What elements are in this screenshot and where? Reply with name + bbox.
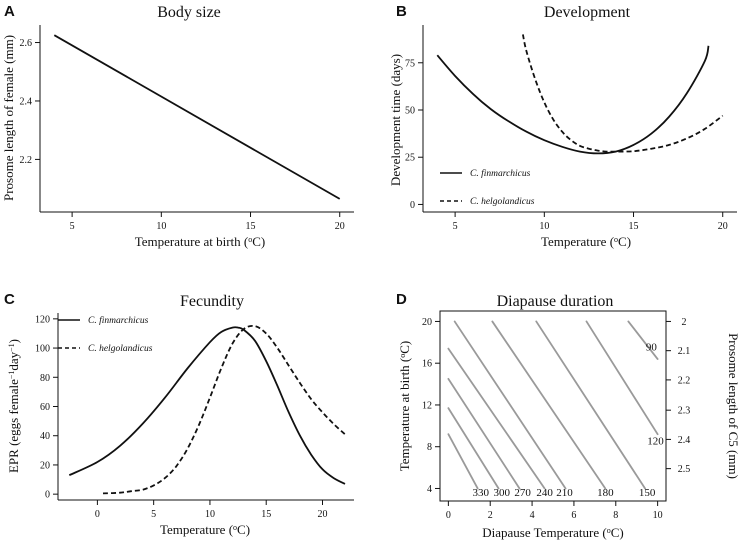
panel-letter-d: D — [396, 291, 407, 308]
panel-b-x-tick-label-0: 5 — [453, 221, 458, 232]
contour-label-240: 240 — [536, 487, 553, 499]
legend-b-helgolandicus: C. helgolandicus — [470, 197, 535, 207]
contour-line-180 — [491, 320, 607, 490]
panel-b-title: Development — [544, 4, 631, 21]
panel-b-x-tick-label-1: 10 — [539, 221, 549, 232]
panel-letter-b: B — [396, 3, 407, 20]
panel-a-series-prosome-length — [53, 34, 341, 200]
panel-b-xlabel: Temperature (oC) — [541, 234, 631, 249]
panel-c-series-c-helgolandicus — [102, 324, 346, 495]
panel-d-y-tick-label-1: 8 — [427, 442, 432, 453]
panel-d-y-tick-label-0: 4 — [427, 484, 432, 495]
panel-a-y-tick-label-0: 2.2 — [20, 155, 33, 166]
panel-a-y-tick-label-2: 2.6 — [20, 38, 33, 49]
panel-d-x-tick-label-3: 6 — [571, 510, 576, 521]
panel-d-xlabel: Diapause Temperature (oC) — [482, 525, 623, 540]
panel-d-right-tick-label-2: 2.2 — [678, 375, 691, 386]
panel-c-ylabel: EPR (eggs female−1day−1) — [6, 339, 21, 473]
panel-b-x-tick-label-2: 15 — [629, 221, 639, 232]
panel-c-x-tick-label-4: 20 — [317, 509, 327, 520]
panel-a-x-tick-label-3: 20 — [335, 221, 345, 232]
panel-a-x-tick-label-0: 5 — [70, 221, 75, 232]
panel-d-right-tick-label-0: 2 — [682, 317, 687, 328]
panel-c-y-tick-label-1: 20 — [40, 460, 50, 471]
panel-d-x-tick-label-1: 2 — [488, 510, 493, 521]
panel-a-ylabel: Prosome length of female (mm) — [1, 35, 16, 201]
contour-line-210 — [453, 320, 567, 490]
panel-b-ylabel: Development time (days) — [388, 54, 403, 186]
panel-c-y-tick-label-5: 100 — [35, 344, 50, 355]
contour-line-330 — [447, 433, 479, 490]
panel-c-y-tick-label-4: 80 — [40, 373, 50, 384]
panel-letter-c: C — [4, 291, 15, 308]
legend-b-finmarchicus: C. finmarchicus — [470, 168, 531, 179]
panel-c-y-tick-label-2: 40 — [40, 431, 50, 442]
contour-label-150: 150 — [639, 487, 656, 499]
panel-c-title: Fecundity — [180, 293, 244, 310]
panel-b-y-tick-label-0: 0 — [410, 200, 415, 211]
contour-label-270: 270 — [514, 487, 531, 499]
panel-d-y-tick-label-4: 20 — [422, 317, 432, 328]
panel-a-x-tick-label-2: 15 — [246, 221, 256, 232]
panel-c-x-tick-label-1: 5 — [151, 509, 156, 520]
panel-b-series-c-finmarchicus — [436, 45, 710, 155]
panel-a: A Body size Temperature at birth (oC) Pr… — [1, 3, 354, 249]
panel-a-x-tick-label-1: 10 — [156, 221, 166, 232]
contour-label-180: 180 — [597, 487, 614, 499]
legend-c-finmarchicus: C. finmarchicus — [88, 315, 149, 326]
panel-letter-a: A — [4, 3, 15, 20]
panel-c-series-c-finmarchicus — [68, 326, 346, 485]
contour-label-120: 120 — [647, 436, 664, 448]
panel-a-y-tick-label-1: 2.4 — [20, 96, 33, 107]
panel-d-title: Diapause duration — [497, 293, 614, 310]
panel-c-x-tick-label-2: 10 — [205, 509, 215, 520]
panel-d-x-tick-label-0: 0 — [446, 510, 451, 521]
contour-label-330: 330 — [473, 487, 490, 499]
panel-d-y-tick-label-2: 12 — [422, 400, 432, 411]
contour-line-300 — [447, 407, 500, 490]
panel-b-y-tick-label-2: 50 — [405, 106, 415, 117]
contour-line-150 — [535, 320, 646, 490]
panel-b-legend: C. finmarchicus C. helgolandicus — [440, 168, 535, 207]
contour-line-270 — [447, 377, 521, 490]
panel-d-x-tick-label-4: 8 — [613, 510, 618, 521]
panel-c-y-tick-label-0: 0 — [45, 490, 50, 501]
panel-c-xlabel: Temperature (oC) — [160, 522, 250, 537]
contour-label-90: 90 — [646, 342, 658, 354]
panel-c-y-tick-label-6: 120 — [35, 314, 50, 325]
panel-a-title: Body size — [157, 4, 221, 21]
panel-d-x-tick-label-5: 10 — [653, 510, 663, 521]
contour-line-240 — [447, 347, 546, 490]
contour-label-300: 300 — [493, 487, 510, 499]
contour-label-210: 210 — [556, 487, 573, 499]
panel-d-right-tick-label-5: 2.5 — [678, 464, 691, 475]
panel-d-frame — [439, 310, 667, 502]
panel-c-x-tick-label-3: 15 — [261, 509, 271, 520]
panel-c-y-tick-label-3: 60 — [40, 402, 50, 413]
panel-b-y-tick-label-1: 25 — [405, 153, 415, 164]
legend-c-helgolandicus: C. helgolandicus — [88, 344, 153, 354]
panel-b-x-tick-label-3: 20 — [718, 221, 728, 232]
panel-c-x-tick-label-0: 0 — [95, 509, 100, 520]
panel-d-ylabel-right: Prosome length of C5 (mm) — [726, 333, 741, 479]
panel-d: D Diapause duration Diapause Temperature… — [396, 291, 741, 540]
panel-b-series-c-helgolandicus — [522, 34, 724, 153]
panel-d-x-tick-label-2: 4 — [530, 510, 535, 521]
panel-d-right-tick-label-1: 2.1 — [678, 346, 691, 357]
panel-c-legend: C. finmarchicus C. helgolandicus — [58, 315, 153, 354]
panel-b: B Development Temperature (oC) Developme… — [388, 3, 737, 249]
contour-line-90 — [627, 320, 659, 360]
panel-d-right-tick-label-4: 2.4 — [678, 435, 691, 446]
panel-d-right-tick-label-3: 2.3 — [678, 406, 691, 417]
panel-b-y-tick-label-3: 75 — [405, 58, 415, 69]
panel-a-xlabel: Temperature at birth (oC) — [135, 234, 266, 249]
panel-d-ylabel: Temperature at birth (oC) — [397, 341, 412, 472]
contour-line-120 — [585, 320, 659, 436]
panel-c: C Fecundity Temperature (oC) EPR (eggs f… — [4, 291, 354, 537]
panel-d-y-tick-label-3: 16 — [422, 359, 432, 370]
